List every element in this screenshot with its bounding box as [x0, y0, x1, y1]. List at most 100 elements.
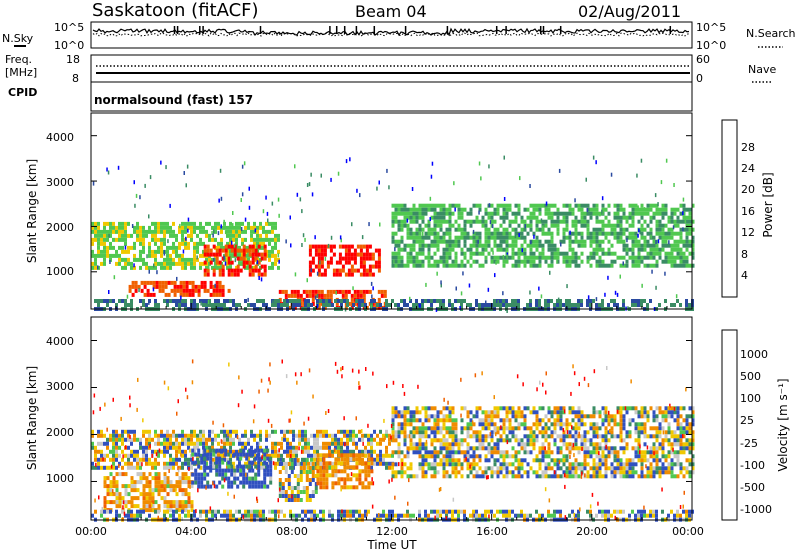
power-cell: [106, 237, 109, 242]
power-cell: [187, 257, 190, 262]
velocity-cell: [394, 462, 398, 467]
power-cell: [673, 219, 677, 224]
velocity-cell: [112, 500, 116, 505]
power-cell: [361, 235, 364, 240]
power-cell: [187, 261, 190, 266]
velocity-cell: [133, 449, 136, 454]
velocity-cell: [187, 437, 190, 442]
velocity-cell: [589, 426, 593, 431]
power-cell: [211, 303, 214, 307]
velocity-cell: [619, 410, 623, 415]
power-cell: [448, 243, 452, 248]
power-cell: [505, 243, 509, 248]
power-cell: [523, 251, 527, 256]
power-cell: [254, 256, 258, 261]
velocity-cell: [595, 474, 599, 479]
power-cell: [148, 245, 151, 250]
power-cell: [481, 251, 485, 256]
power-cell: [433, 239, 437, 244]
velocity-cell: [556, 446, 560, 451]
power-cell: [439, 207, 443, 212]
velocity-cell: [293, 474, 297, 478]
power-cell: [232, 233, 235, 238]
power-cell: [124, 241, 127, 246]
power-cell: [601, 239, 605, 244]
velocity-cell: [577, 462, 581, 467]
power-cell: [310, 268, 312, 273]
velocity-cell: [91, 445, 94, 450]
power-cell: [547, 207, 551, 212]
velocity-cell: [286, 429, 289, 434]
power-cell: [541, 219, 545, 224]
power-cell: [148, 269, 150, 274]
power-cell: [187, 245, 190, 250]
power-cell: [345, 159, 348, 164]
power-cell: [176, 284, 180, 289]
velocity-cell: [481, 446, 485, 451]
power-cell: [685, 303, 688, 307]
power-cell: [637, 263, 641, 268]
power-cell: [151, 265, 154, 270]
velocity-cell: [613, 414, 617, 419]
velocity-cell: [514, 410, 518, 415]
velocity-cell: [157, 472, 161, 477]
power-cell: [163, 261, 166, 266]
velocity-cell: [130, 488, 134, 493]
velocity-cell: [412, 426, 416, 431]
power-cell: [550, 263, 554, 268]
power-cell: [121, 221, 124, 226]
velocity-cell: [287, 486, 291, 490]
velocity-cell: [652, 446, 656, 451]
velocity-cell: [427, 414, 431, 419]
power-cell: [514, 299, 517, 303]
velocity-cell: [355, 457, 359, 462]
power-cell: [400, 227, 404, 232]
power-cell: [628, 215, 632, 220]
power-cell: [259, 299, 262, 303]
power-cell: [271, 261, 274, 266]
velocity-cell: [349, 453, 353, 458]
power-cell: [565, 215, 569, 220]
velocity-cell: [397, 426, 401, 431]
velocity-cell: [595, 442, 599, 447]
velocity-cell: [271, 445, 274, 450]
power-cell: [514, 231, 518, 236]
power-cell: [226, 299, 229, 303]
power-cell: [463, 235, 467, 240]
power-cell: [448, 251, 452, 256]
power-cell: [541, 231, 545, 236]
velocity-cell: [214, 437, 217, 442]
velocity-cell: [595, 426, 599, 431]
power-cell: [323, 244, 327, 249]
noise-left-tick-bottom: 10^0: [54, 39, 84, 52]
power-cell: [254, 228, 257, 233]
velocity-cell: [469, 434, 473, 439]
power-cell: [628, 203, 632, 208]
power-cell: [517, 299, 520, 303]
power-cell: [640, 203, 644, 208]
velocity-cell: [358, 457, 362, 462]
velocity-cell: [124, 461, 127, 466]
power-cell: [271, 229, 274, 234]
velocity-cell: [224, 472, 228, 477]
power-cell: [391, 215, 395, 220]
power-cell: [406, 223, 410, 228]
power-cell: [478, 161, 481, 166]
power-cell: [118, 245, 121, 250]
power-cell: [103, 261, 106, 266]
velocity-cell: [169, 437, 172, 442]
power-cell: [622, 261, 624, 266]
power-cell: [601, 247, 605, 252]
velocity-cell: [115, 437, 118, 442]
power-cell: [221, 268, 225, 273]
power-cell: [377, 256, 381, 261]
velocity-cell: [197, 452, 201, 457]
velocity-cell: [424, 426, 428, 431]
power-cell: [649, 299, 652, 303]
velocity-cell: [299, 466, 303, 470]
power-cell: [636, 173, 638, 178]
power-cell: [493, 259, 497, 264]
power-cell: [595, 243, 599, 248]
power-cell: [487, 239, 491, 244]
power-cell: [433, 243, 437, 248]
